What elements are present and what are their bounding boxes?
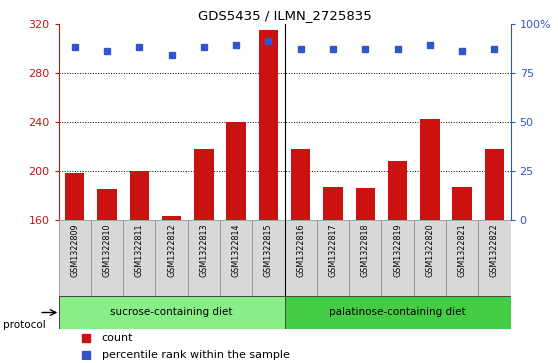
Bar <box>123 220 156 296</box>
Bar <box>65 173 84 220</box>
Bar <box>59 220 91 296</box>
Bar <box>355 188 375 220</box>
Bar <box>485 149 504 220</box>
Bar <box>453 187 472 220</box>
Text: GSM1322810: GSM1322810 <box>103 224 112 277</box>
Text: GSM1322814: GSM1322814 <box>232 224 240 277</box>
Bar <box>413 220 446 296</box>
Text: GSM1322809: GSM1322809 <box>70 224 79 277</box>
Text: GSM1322819: GSM1322819 <box>393 224 402 277</box>
Text: GSM1322818: GSM1322818 <box>361 224 370 277</box>
Bar <box>220 220 252 296</box>
Bar <box>420 119 440 220</box>
Bar <box>285 296 511 329</box>
Text: GSM1322821: GSM1322821 <box>458 224 466 277</box>
Bar <box>97 189 117 220</box>
Bar <box>259 30 278 220</box>
Bar <box>388 161 407 220</box>
Text: protocol: protocol <box>3 320 46 330</box>
Bar <box>317 220 349 296</box>
Text: GSM1322820: GSM1322820 <box>425 224 434 277</box>
Bar <box>91 220 123 296</box>
Bar <box>129 171 149 220</box>
Bar <box>323 187 343 220</box>
Text: percentile rank within the sample: percentile rank within the sample <box>102 350 290 360</box>
Text: GSM1322822: GSM1322822 <box>490 224 499 277</box>
Bar <box>252 220 285 296</box>
Bar <box>291 149 310 220</box>
Bar <box>59 296 285 329</box>
Text: palatinose-containing diet: palatinose-containing diet <box>329 307 466 318</box>
Text: GSM1322817: GSM1322817 <box>329 224 338 277</box>
Text: GSM1322812: GSM1322812 <box>167 224 176 277</box>
Bar <box>156 220 187 296</box>
Bar <box>285 220 317 296</box>
Text: GSM1322813: GSM1322813 <box>199 224 208 277</box>
Text: GSM1322816: GSM1322816 <box>296 224 305 277</box>
Bar <box>349 220 382 296</box>
Text: GSM1322811: GSM1322811 <box>135 224 144 277</box>
Bar <box>382 220 413 296</box>
Bar <box>187 220 220 296</box>
Title: GDS5435 / ILMN_2725835: GDS5435 / ILMN_2725835 <box>198 9 372 23</box>
Bar <box>162 216 181 220</box>
Text: count: count <box>102 333 133 343</box>
Text: GSM1322815: GSM1322815 <box>264 224 273 277</box>
Text: sucrose-containing diet: sucrose-containing diet <box>110 307 233 318</box>
Bar <box>478 220 511 296</box>
Bar <box>227 122 246 220</box>
Bar <box>194 149 214 220</box>
Bar <box>446 220 478 296</box>
